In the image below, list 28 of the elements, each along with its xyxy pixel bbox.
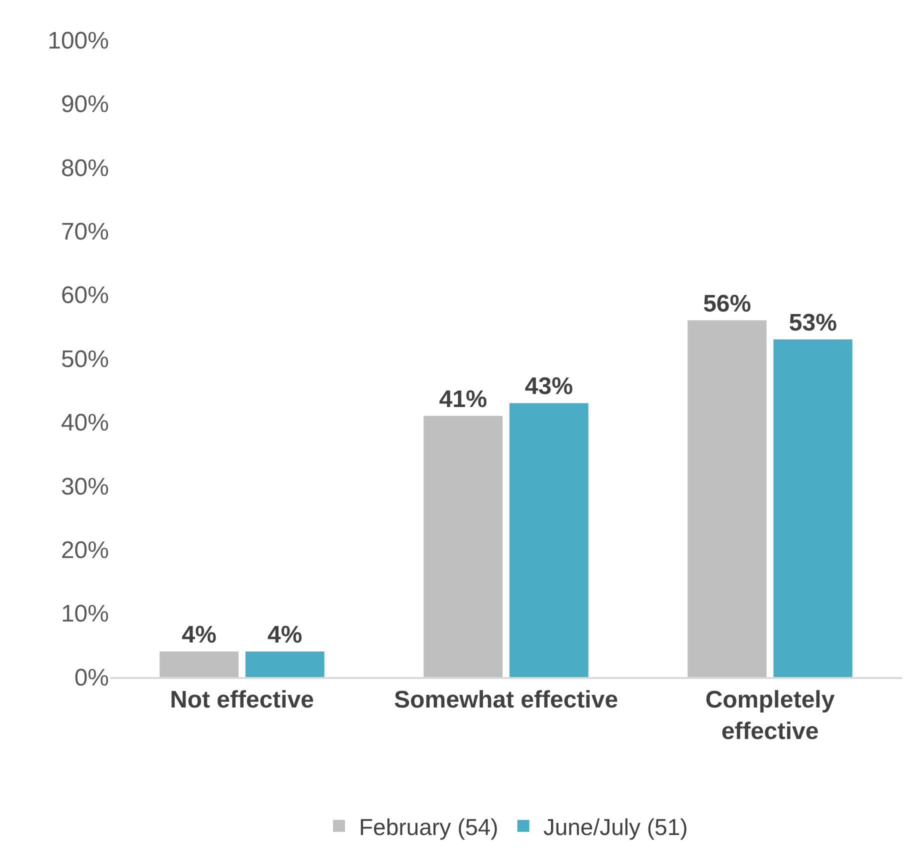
bar: [509, 403, 588, 677]
y-tick-label: 80%: [60, 154, 109, 182]
bar: [688, 320, 767, 677]
y-tick-label: 40%: [60, 410, 109, 437]
legend-label: June/July (51): [543, 814, 688, 840]
y-tick-label: 30%: [60, 473, 109, 500]
y-tick-label: 100%: [48, 27, 109, 54]
x-tick-label: Completely effective: [705, 686, 836, 745]
data-label: 4%: [268, 622, 302, 649]
bar: [245, 652, 324, 677]
y-tick-label: 70%: [60, 218, 109, 246]
y-tick-label: 50%: [60, 346, 109, 373]
legend-label: February (54): [359, 814, 498, 840]
data-label: 56%: [703, 290, 752, 318]
bar: [773, 339, 852, 677]
x-tick-label: Somewhat effective: [394, 686, 618, 714]
y-tick-label: 60%: [60, 282, 109, 310]
data-label: 43%: [524, 373, 573, 400]
y-tick-label: 90%: [60, 91, 109, 118]
y-tick-label: 10%: [60, 600, 109, 628]
data-label: 41%: [439, 386, 488, 413]
bar: [160, 652, 239, 677]
y-tick-label: 20%: [60, 537, 109, 564]
data-label: 4%: [182, 622, 216, 649]
data-label: 53%: [788, 309, 837, 336]
x-tick-label: Not effective: [170, 686, 314, 714]
y-tick-label: 0%: [74, 664, 109, 692]
bar: [424, 416, 503, 677]
